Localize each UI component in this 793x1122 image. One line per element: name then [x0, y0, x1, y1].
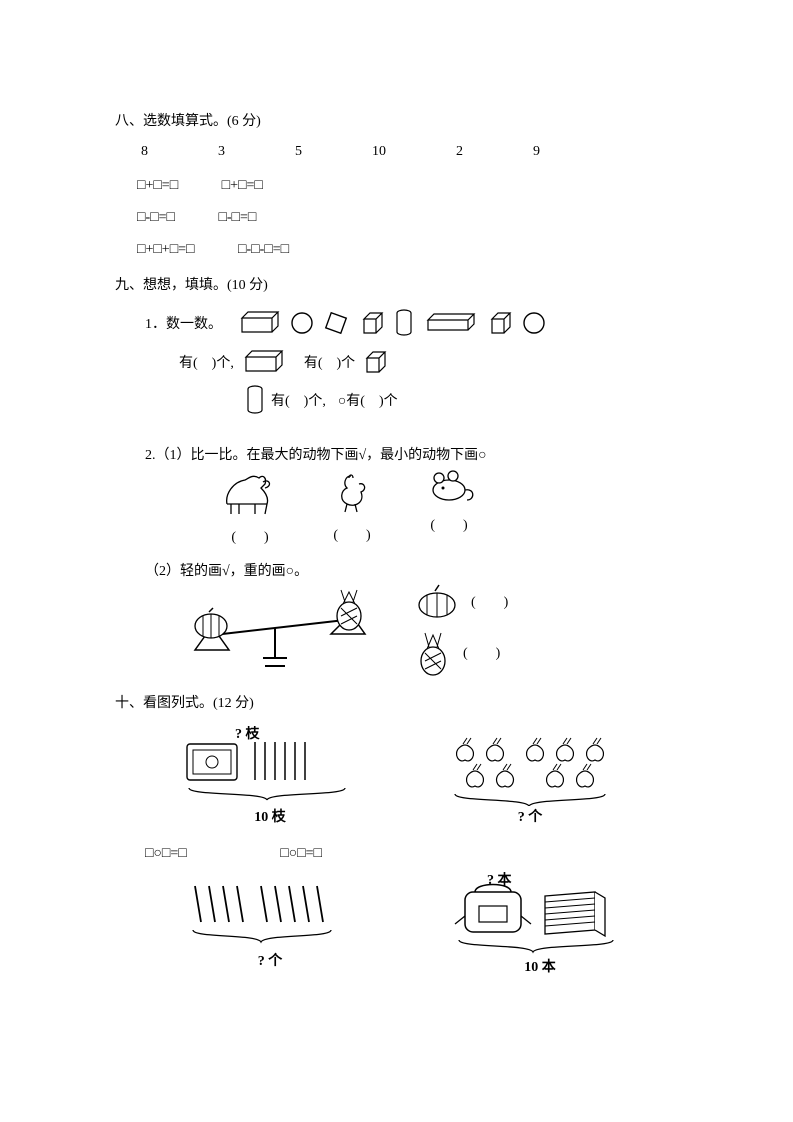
figure-3: ? 个 — [175, 872, 365, 970]
q9-1-label: 1．数一数。 — [145, 313, 222, 333]
eq-3a: □+□+□=□ — [137, 242, 195, 257]
q9-1: 1．数一数。 — [145, 308, 678, 338]
cube-icon — [361, 348, 389, 376]
pumpkin-icon — [415, 583, 459, 619]
eq-2a: □-□=□ — [137, 210, 175, 225]
label-qge-1: ? 个 — [445, 806, 615, 826]
num-2: 5 — [295, 144, 302, 160]
num-3: 10 — [372, 144, 386, 160]
balance-row: ( ) ( ) — [175, 580, 678, 680]
eq-row-3: □+□+□=□ □-□-□=□ — [137, 242, 678, 258]
cuboid-icon — [240, 349, 286, 375]
cylinder-icon — [245, 384, 265, 416]
eq-1b: □+□=□ — [222, 178, 263, 193]
paren-pumpkin: ( ) — [471, 591, 508, 611]
section-9-title: 九、想想，填填。(10 分) — [115, 274, 678, 294]
cylinder-icon — [394, 308, 414, 338]
count-a2: 有( )个 — [304, 352, 355, 372]
cube-icon — [358, 309, 386, 337]
eq-2b: □-□=□ — [218, 210, 256, 225]
eq-1a: □+□=□ — [137, 178, 178, 193]
circle-icon-2 — [522, 311, 546, 335]
balance-scale-icon — [175, 580, 375, 680]
label-10ben: 10 本 — [445, 956, 635, 976]
count-b2: ○有( )个 — [338, 390, 398, 410]
count-a1: 有( )个, — [179, 352, 234, 372]
num-1: 3 — [218, 144, 225, 160]
num-0: 8 — [141, 144, 148, 160]
figure-4: ? 本 10 本 — [445, 872, 635, 976]
q-zhi-label: ? 枝 — [235, 726, 261, 742]
ans-1: □○□=□ — [145, 846, 187, 861]
square-icon — [322, 309, 350, 337]
chicken-icon — [325, 464, 379, 518]
eq-row-1: □+□=□ □+□=□ — [137, 178, 678, 194]
cube-icon-2 — [486, 309, 514, 337]
count-line-2: 有( )个, ○有( )个 — [245, 384, 678, 416]
num-5: 9 — [533, 144, 540, 160]
horse-icon — [215, 464, 285, 520]
label-10zhi: 10 枝 — [175, 806, 365, 826]
label-qge-2: ? 个 — [175, 950, 365, 970]
count-line-1: 有( )个, 有( )个 — [173, 348, 678, 376]
ans-2: □○□=□ — [280, 846, 322, 861]
q9-2-1-text: 2.（1）比一比。在最大的动物下画√，最小的动物下画○ — [145, 444, 678, 464]
paren-horse: ( ) — [215, 526, 285, 546]
paren-pineapple: ( ) — [463, 642, 500, 662]
number-choices: 8 3 5 10 2 9 — [141, 144, 678, 160]
section-10-title: 十、看图列式。(12 分) — [115, 692, 678, 712]
pineapple-icon — [415, 627, 451, 677]
figure-1: ? 枝 10 枝 — [175, 726, 365, 826]
cuboid-icon — [236, 310, 282, 336]
figure-2: ? 个 — [445, 726, 615, 826]
mouse-icon — [419, 464, 479, 508]
num-4: 2 — [456, 144, 463, 160]
eq-row-2: □-□=□ □-□=□ — [137, 210, 678, 226]
answer-row-1: □○□=□ □○□=□ — [145, 846, 678, 862]
q9-2-2-text: （2）轻的画√，重的画○。 — [145, 560, 678, 580]
paren-chicken: ( ) — [325, 524, 379, 544]
circle-icon — [290, 311, 314, 335]
section-8-title: 八、选数填算式。(6 分) — [115, 110, 678, 130]
paren-mouse: ( ) — [419, 514, 479, 534]
animals-row: ( ) ( ) ( ) — [215, 464, 678, 546]
count-b1: 有( )个, — [271, 390, 326, 410]
cuboid-long-icon — [422, 312, 478, 334]
eq-3b: □-□-□=□ — [238, 242, 289, 257]
